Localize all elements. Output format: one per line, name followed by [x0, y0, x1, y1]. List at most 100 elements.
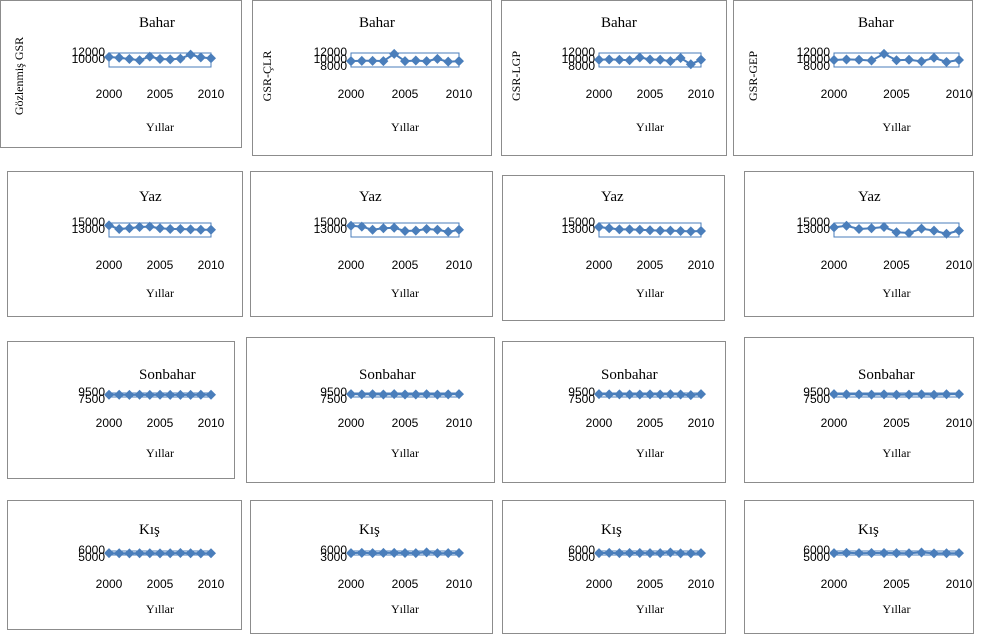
- data-point-marker: [941, 389, 952, 400]
- x-axis-label: Yıllar: [391, 602, 419, 616]
- data-point-marker: [916, 56, 927, 67]
- data-point-marker: [104, 389, 114, 400]
- y-tick-label: 10000: [314, 52, 348, 66]
- data-point-marker: [165, 548, 176, 559]
- x-axis-label: Yıllar: [391, 286, 419, 300]
- data-point-marker: [665, 389, 676, 400]
- data-point-marker: [134, 55, 145, 66]
- data-point-marker: [645, 54, 655, 65]
- x-tick-label: 2000: [338, 577, 365, 591]
- chart-svg: SonbaharGözlenmiş-GSR9500750020002005201…: [78, 367, 224, 460]
- data-point-marker: [443, 548, 454, 559]
- chart-panel-kis-gozlenmis-gsr: KışGözlenmiş-GSR60005000200020052010Yıll…: [7, 500, 242, 630]
- y-tick-label: 7500: [78, 392, 105, 406]
- data-point-marker: [389, 222, 400, 233]
- data-point-marker: [954, 55, 964, 65]
- data-point-marker: [114, 389, 125, 400]
- data-point-marker: [879, 548, 889, 558]
- data-point-marker: [356, 389, 367, 400]
- data-point-marker: [432, 53, 443, 64]
- data-point-marker: [175, 548, 186, 558]
- data-point-marker: [195, 548, 206, 559]
- data-point-marker: [454, 56, 464, 67]
- data-point-marker: [665, 547, 676, 558]
- chart-svg: YazGSR-GEP1500013000200020052010Yıllar: [797, 189, 973, 300]
- data-point-marker: [879, 48, 889, 59]
- data-point-marker: [829, 55, 839, 65]
- x-tick-label: 2000: [821, 416, 848, 430]
- data-point-marker: [829, 389, 839, 400]
- x-tick-label: 2000: [821, 87, 848, 101]
- data-point-marker: [866, 55, 877, 66]
- data-point-marker: [685, 390, 696, 401]
- x-tick-label: 2005: [637, 258, 664, 272]
- data-point-marker: [696, 389, 706, 400]
- data-point-marker: [185, 49, 196, 60]
- data-point-marker: [124, 223, 135, 234]
- y-tick-label: 15000: [797, 215, 831, 229]
- data-point-marker: [916, 547, 927, 558]
- data-point-marker: [594, 54, 604, 65]
- data-point-marker: [891, 548, 902, 559]
- data-point-marker: [891, 55, 902, 66]
- data-point-marker: [634, 548, 645, 558]
- y-tick-label: 5000: [803, 550, 830, 564]
- data-point-marker: [655, 548, 666, 559]
- chart-title: Kış: [139, 522, 160, 538]
- data-point-marker: [389, 389, 400, 400]
- x-tick-label: 2005: [392, 258, 419, 272]
- x-axis-label: Yıllar: [146, 602, 174, 616]
- data-point-marker: [400, 389, 410, 400]
- x-tick-label: 2000: [338, 87, 365, 101]
- data-point-marker: [841, 389, 852, 400]
- data-point-marker: [378, 389, 389, 400]
- x-tick-label: 2010: [198, 577, 225, 591]
- y-tick-label: 12000: [314, 45, 348, 59]
- chart-svg: KışGözlenmiş-GSR60005000200020052010Yıll…: [78, 522, 225, 616]
- data-point-marker: [879, 222, 889, 232]
- chart-svg: YazGSR-LGP1500013000200020052010Yıllar: [562, 189, 715, 300]
- data-point-marker: [904, 389, 914, 400]
- data-point-marker: [891, 227, 902, 238]
- data-point-marker: [144, 389, 155, 400]
- x-tick-label: 2010: [688, 577, 715, 591]
- data-point-marker: [432, 548, 443, 559]
- data-point-marker: [367, 224, 378, 235]
- data-point-marker: [195, 224, 206, 235]
- data-point-marker: [685, 59, 696, 70]
- data-point-marker: [144, 221, 155, 232]
- data-point-marker: [655, 54, 666, 65]
- y-tick-label: 15000: [314, 215, 348, 229]
- data-point-marker: [624, 55, 635, 66]
- chart-panel-sonbahar-gsr-lgp: SonbaharGSR-LGP95007500200020052010Yılla…: [502, 341, 726, 483]
- data-point-marker: [155, 54, 165, 64]
- x-tick-label: 2005: [392, 577, 419, 591]
- y-tick-label: 15000: [72, 215, 106, 229]
- data-point-marker: [346, 56, 356, 67]
- data-point-marker: [155, 389, 165, 400]
- data-point-marker: [356, 55, 367, 66]
- y-axis-label: Gözlenmiş GSR: [12, 37, 26, 115]
- x-tick-label: 2010: [946, 416, 973, 430]
- x-tick-label: 2010: [446, 416, 473, 430]
- data-point-marker: [421, 224, 432, 234]
- data-point-marker: [854, 389, 864, 400]
- data-point-marker: [185, 389, 196, 400]
- chart-panel-bahar-gsr-clr: Bahar GSR-ÇLR 12000 10000 8000 2000 2005 2010 Yı…: [252, 0, 492, 156]
- x-tick-label: 2000: [338, 416, 365, 430]
- data-point-marker: [346, 548, 356, 559]
- data-point-marker: [929, 225, 939, 236]
- x-tick-label: 2000: [821, 577, 848, 591]
- data-point-marker: [929, 52, 939, 63]
- data-point-marker: [206, 389, 216, 400]
- data-point-marker: [655, 389, 666, 400]
- y-tick-label: 8000: [803, 59, 830, 73]
- y-tick-label: 12000: [72, 45, 106, 59]
- data-point-marker: [410, 55, 421, 66]
- y-tick-label: 6000: [320, 543, 347, 557]
- x-axis-label: Yıllar: [391, 446, 419, 460]
- chart-title: Yaz: [601, 189, 624, 205]
- data-point-marker: [155, 223, 165, 234]
